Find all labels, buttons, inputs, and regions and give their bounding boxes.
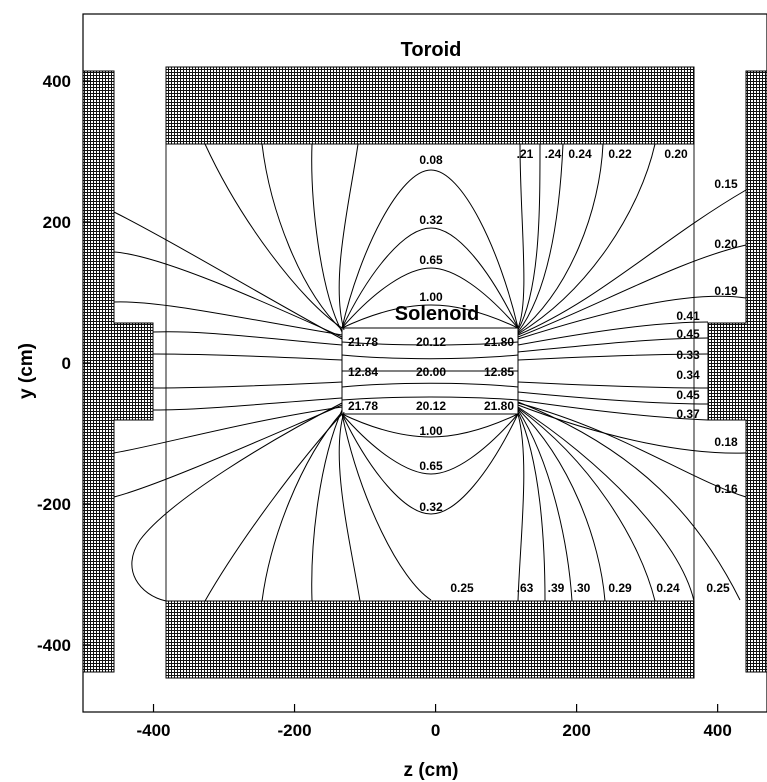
solenoid-label: Solenoid: [395, 303, 479, 325]
value-label: 0.16: [714, 482, 738, 496]
value-label: 0.37: [676, 407, 700, 421]
value-label: 0.41: [676, 309, 700, 323]
value-label: 0.20: [714, 237, 738, 251]
value-label: .21: [517, 147, 534, 161]
toroid-bottom-coil: [165, 600, 695, 679]
value-label: .63: [517, 581, 534, 595]
x-axis-title: z (cm): [404, 760, 459, 781]
y-tick-label: -400: [37, 636, 71, 655]
value-label: 12.85: [484, 365, 514, 379]
toroid-top-coil: [165, 66, 695, 145]
value-label: 0.32: [419, 500, 443, 514]
value-label: 0.45: [676, 388, 700, 402]
value-label: 21.78: [348, 335, 378, 349]
value-label: 0.33: [676, 348, 700, 362]
value-label: 0.24: [656, 581, 680, 595]
y-tick-label: 0: [62, 354, 71, 373]
y-tick-label: 400: [43, 72, 71, 91]
value-label: 0.25: [450, 581, 474, 595]
value-label: 0.22: [608, 147, 632, 161]
x-tick-label: 400: [703, 721, 731, 740]
x-tick-label: -400: [136, 721, 170, 740]
value-label: 0.25: [706, 581, 730, 595]
value-label: 20.12: [416, 335, 446, 349]
toroid-boundary: [165, 143, 695, 602]
value-label: 0.18: [714, 435, 738, 449]
value-label: 0.15: [714, 177, 738, 191]
x-tick-label: 0: [431, 721, 440, 740]
value-label: 0.29: [608, 581, 632, 595]
y-tick-label: 200: [43, 213, 71, 232]
value-label: 21.80: [484, 399, 514, 413]
value-label: 0.65: [419, 459, 443, 473]
x-tick-label: 200: [562, 721, 590, 740]
value-label: 0.19: [714, 284, 738, 298]
value-label: 20.00: [416, 365, 446, 379]
value-label: 0.32: [419, 213, 443, 227]
x-tick-label: -200: [278, 721, 312, 740]
value-label: 0.45: [676, 327, 700, 341]
y-axis-title: y (cm): [16, 343, 37, 399]
value-label: 0.08: [419, 153, 443, 167]
left-endcap: [82, 70, 154, 673]
toroid-label: Toroid: [401, 39, 462, 61]
value-label: .39: [548, 581, 565, 595]
field-lines: [113, 143, 747, 602]
value-label: 0.34: [676, 368, 700, 382]
value-label: 12.84: [348, 365, 378, 379]
value-label: 21.78: [348, 399, 378, 413]
value-label: 0.65: [419, 253, 443, 267]
value-label: 1.00: [419, 424, 443, 438]
value-label: .30: [574, 581, 591, 595]
value-label: 20.12: [416, 399, 446, 413]
y-tick-label: -200: [37, 495, 71, 514]
value-label: 0.24: [568, 147, 592, 161]
axis-ticks: -400 -200 0 200 400 400 200 0 -200 -400: [37, 72, 732, 740]
value-label: 21.80: [484, 335, 514, 349]
value-label: 1.00: [419, 290, 443, 304]
value-label: 0.20: [664, 147, 688, 161]
value-label: .24: [545, 147, 562, 161]
